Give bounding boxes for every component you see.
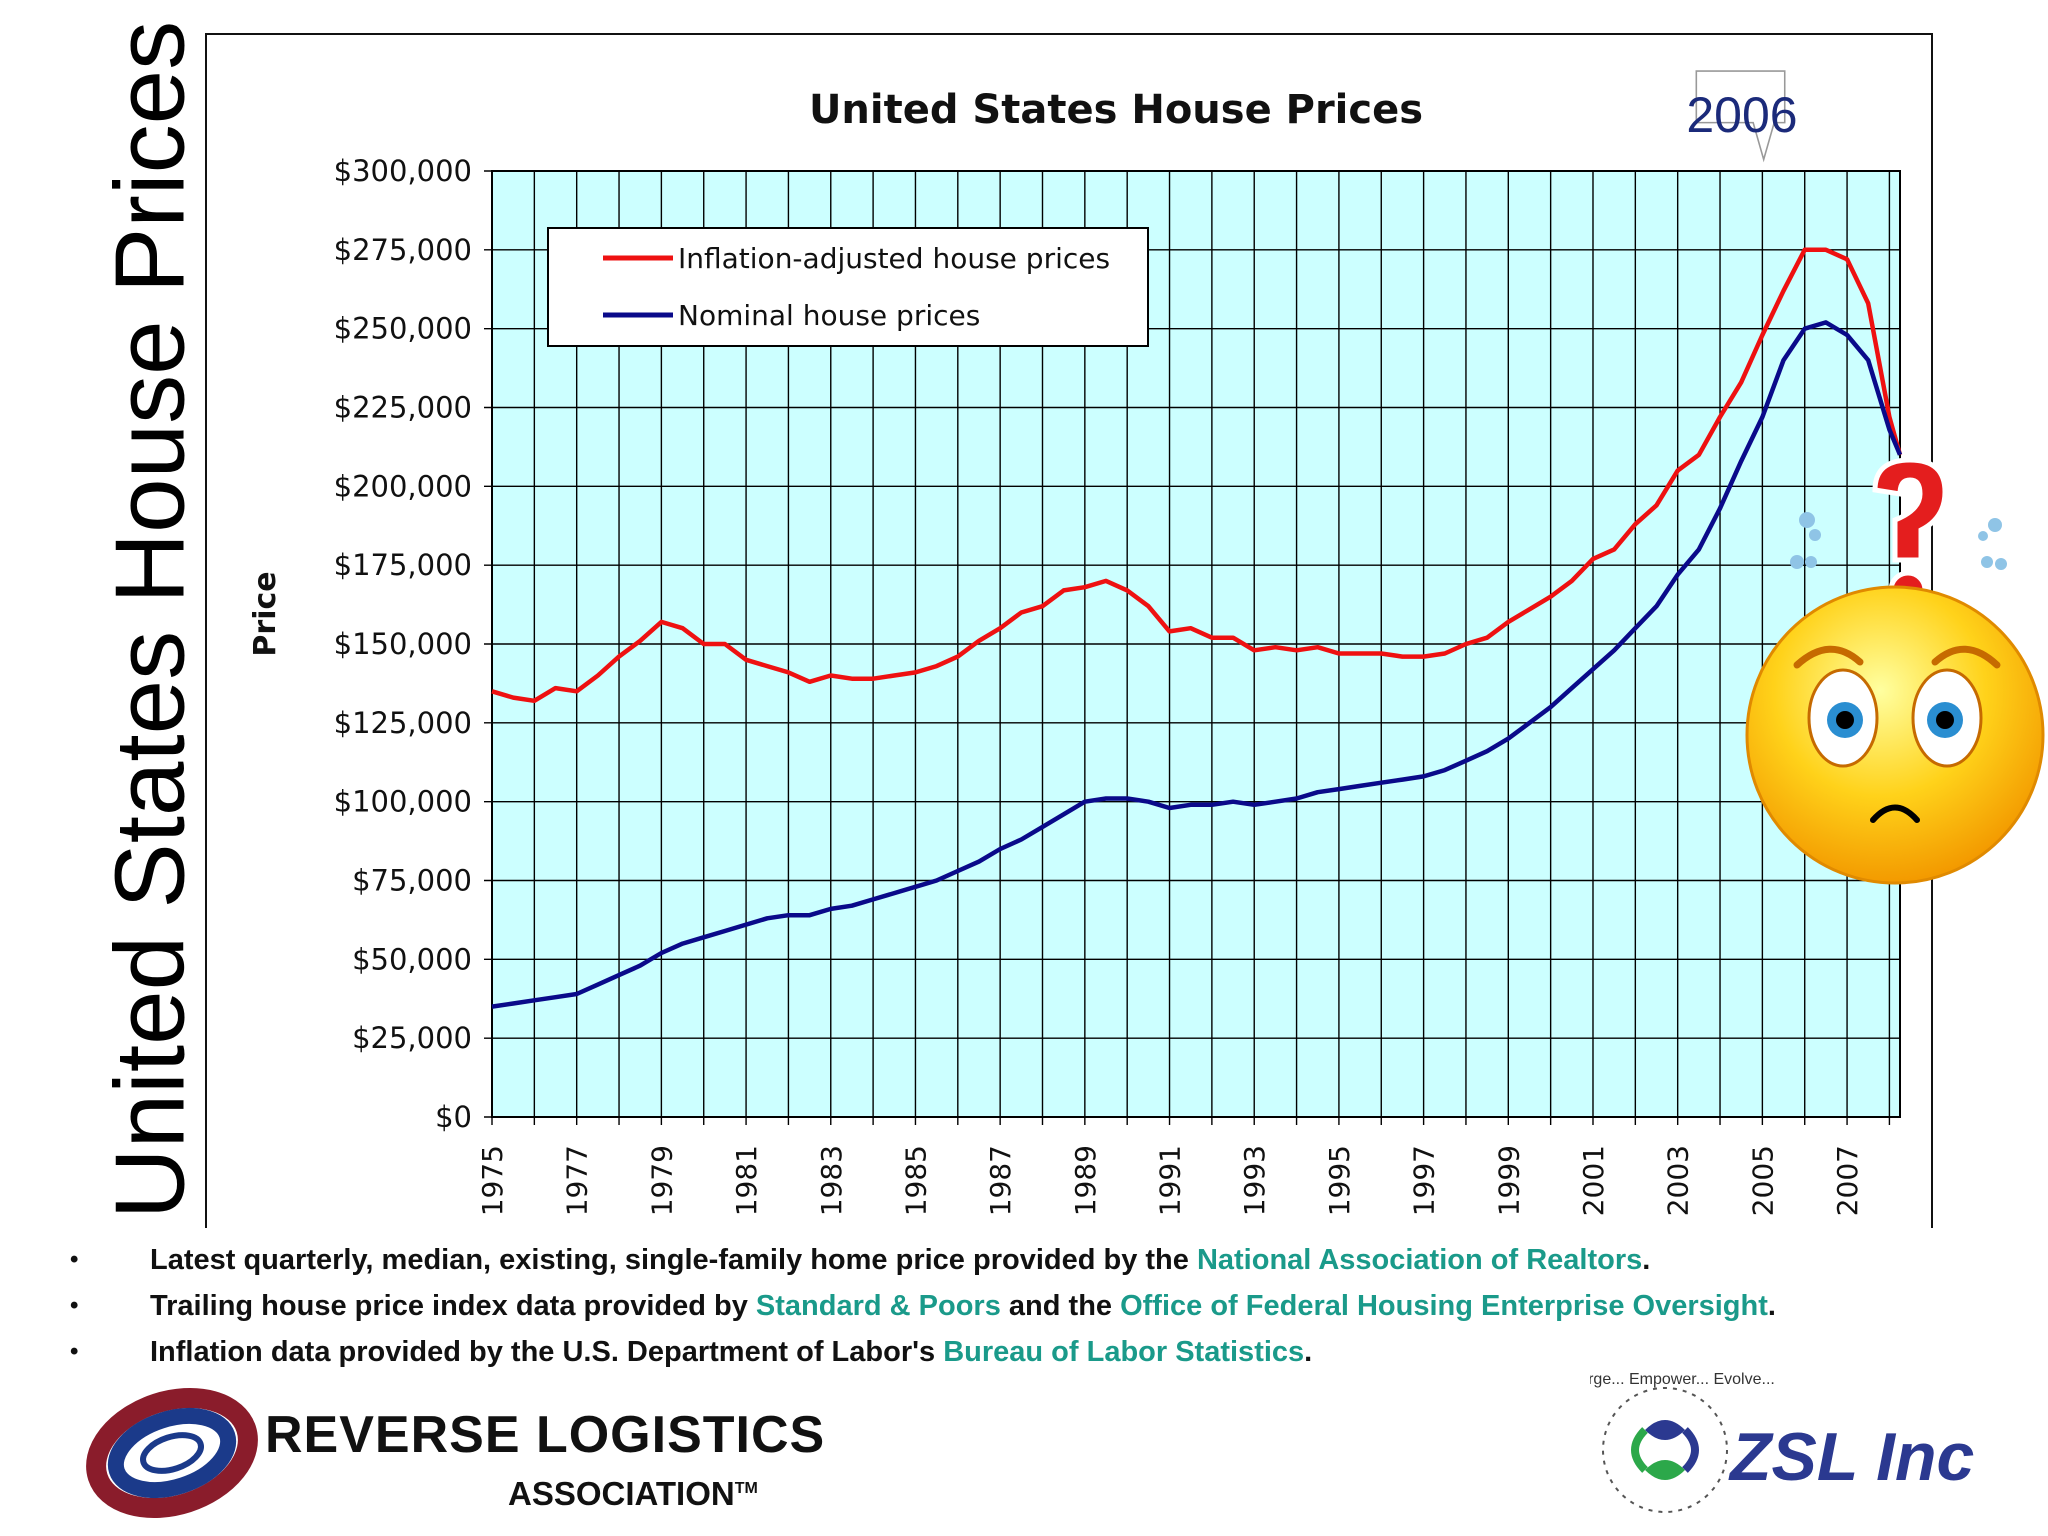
x-tick-label: 1981	[730, 1145, 763, 1216]
zsl-logo-icon: Emerge... Empower... Evolve...	[1590, 1371, 1775, 1513]
x-tick-label: 1995	[1323, 1145, 1356, 1216]
y-tick-label: $25,000	[352, 1021, 472, 1055]
x-tick-label: 2003	[1662, 1145, 1695, 1216]
y-tick-label: $300,000	[334, 154, 472, 188]
rla-logo-icon	[86, 1387, 258, 1519]
note-text: .	[1304, 1336, 1313, 1368]
y-tick-label: $0	[435, 1100, 472, 1134]
x-tick-label: 1985	[899, 1145, 932, 1216]
note-text: Trailing house price index data provided…	[150, 1290, 756, 1322]
y-tick-label: $250,000	[334, 312, 472, 346]
y-tick-label: $150,000	[334, 627, 472, 661]
house-price-chart: $0 $25,000 $50,000 $75,000 $100,000 $125,000 $…	[248, 87, 1903, 1216]
x-tick-label: 1987	[984, 1145, 1017, 1216]
x-tick-label: 1977	[561, 1145, 594, 1216]
ofheo-link[interactable]: Office of Federal Housing Enterprise Ove…	[1120, 1290, 1768, 1322]
x-tick-label: 1989	[1069, 1145, 1102, 1216]
legend-label: Inflation-adjusted house prices	[678, 242, 1110, 275]
source-notes: • Latest quarterly, median, existing, si…	[70, 1240, 2030, 1378]
y-tick-label: $100,000	[334, 785, 472, 819]
y-axis-label: Price	[248, 571, 283, 656]
note-text: Latest quarterly, median, existing, sing…	[150, 1244, 1197, 1276]
rla-subtitle: ASSOCIATIONTM	[508, 1475, 758, 1513]
callout-year-label: 2006	[1686, 87, 1798, 143]
x-tick-label: 2005	[1746, 1145, 1779, 1216]
question-mark-icon	[1872, 457, 1948, 610]
source-note: • Latest quarterly, median, existing, si…	[70, 1240, 2030, 1286]
bls-link[interactable]: Bureau of Labor Statistics	[943, 1336, 1305, 1368]
y-tick-label: $225,000	[334, 391, 472, 425]
bullet: •	[70, 1338, 79, 1365]
nar-link[interactable]: National Association of Realtors	[1196, 1244, 1643, 1276]
note-text: .	[1642, 1244, 1651, 1276]
standard-poors-link[interactable]: Standard & Poors	[755, 1290, 1001, 1322]
note-text: .	[1767, 1290, 1776, 1322]
zsl-name: ZSL Inc	[1730, 1419, 1975, 1495]
bullet: •	[70, 1246, 79, 1273]
y-tick-label: $125,000	[334, 706, 472, 740]
rla-association: ASSOCIATION	[508, 1475, 735, 1512]
legend-box	[547, 227, 1149, 347]
y-tick-label: $275,000	[334, 233, 472, 267]
callout-bubble	[1695, 70, 1786, 163]
x-tick-label: 1991	[1154, 1145, 1187, 1216]
note-text: and the	[1000, 1290, 1121, 1322]
x-tick-label: 1975	[476, 1145, 509, 1216]
x-tick-label: 1993	[1238, 1145, 1271, 1216]
chart-title: United States House Prices	[809, 87, 1423, 133]
rla-name: REVERSE LOGISTICS	[265, 1406, 826, 1464]
legend-label: Nominal house prices	[678, 299, 980, 332]
zsl-ring-words: Emerge... Empower... Evolve...	[1590, 1371, 1775, 1388]
inflation-adjusted-line	[491, 247, 1903, 704]
x-tick-label: 1983	[815, 1145, 848, 1216]
y-tick-label: $75,000	[352, 864, 472, 898]
source-note: • Inflation data provided by the U.S. De…	[70, 1332, 2030, 1378]
source-note: • Trailing house price index data provid…	[70, 1286, 2030, 1332]
worried-face-icon	[1745, 457, 2045, 885]
x-tick-label: 1999	[1492, 1145, 1525, 1216]
bullet: •	[70, 1292, 79, 1319]
x-tick-label: 1979	[645, 1145, 678, 1216]
x-tick-label: 1997	[1408, 1145, 1441, 1216]
y-tick-label: $175,000	[334, 548, 472, 582]
x-tick-label: 2001	[1577, 1145, 1610, 1216]
nominal-line	[491, 320, 1903, 1009]
y-tick-label: $50,000	[352, 942, 472, 976]
x-tick-label: 2007	[1831, 1145, 1864, 1216]
rla-trademark: TM	[734, 1480, 758, 1497]
note-text: Inflation data provided by the U.S. Depa…	[150, 1336, 944, 1368]
sweat-drops-icon	[1790, 512, 2007, 570]
y-tick-label: $200,000	[334, 469, 472, 503]
